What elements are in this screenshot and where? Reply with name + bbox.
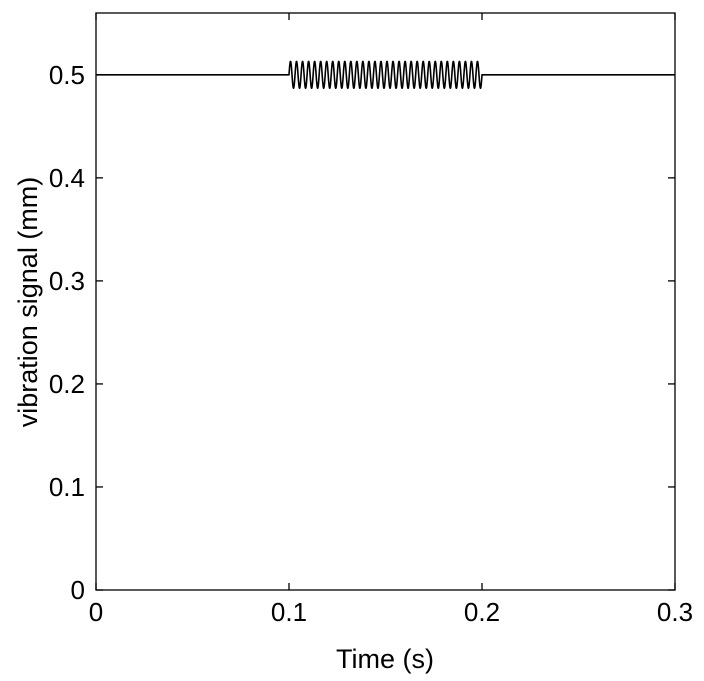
y-tick-labels: 0 0.1 0.2 0.3 0.4 0.5 bbox=[49, 60, 85, 605]
y-tick-label-5: 0.5 bbox=[49, 60, 85, 90]
plot-frame bbox=[95, 12, 676, 591]
y-axis-label: vibration signal (mm) bbox=[13, 177, 43, 428]
x-axis-label: Time (s) bbox=[336, 644, 434, 674]
y-tick-label-2: 0.2 bbox=[49, 369, 85, 399]
axis-ticks bbox=[95, 13, 676, 591]
x-tick-label-0: 0 bbox=[89, 597, 103, 627]
y-tick-label-1: 0.1 bbox=[49, 472, 85, 502]
y-tick-label-3: 0.3 bbox=[49, 266, 85, 296]
x-tick-label-2: 0.2 bbox=[464, 597, 500, 627]
x-tick-label-1: 0.1 bbox=[271, 597, 307, 627]
x-tick-labels: 0 0.1 0.2 0.3 bbox=[89, 597, 693, 627]
x-tick-label-3: 0.3 bbox=[657, 597, 693, 627]
vibration-signal-line bbox=[95, 60, 676, 90]
y-tick-label-0: 0 bbox=[71, 575, 85, 605]
y-tick-label-4: 0.4 bbox=[49, 163, 85, 193]
